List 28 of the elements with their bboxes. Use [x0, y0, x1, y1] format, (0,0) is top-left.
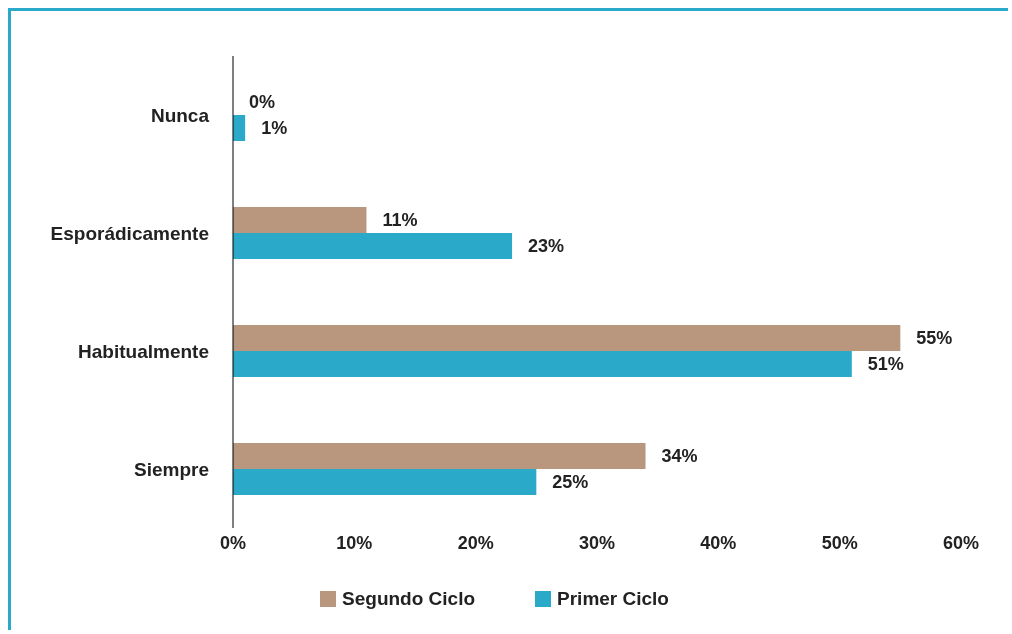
data-label: 23%	[528, 236, 565, 256]
y-tick-label: Siempre	[134, 458, 209, 480]
x-tick-label: 40%	[700, 532, 737, 553]
bar	[233, 351, 852, 377]
data-label: 11%	[382, 210, 418, 230]
x-tick-label: 0%	[219, 532, 247, 553]
y-tick-label: Habitualmente	[78, 340, 209, 362]
data-label: 55%	[916, 328, 953, 348]
x-tick-label: 30%	[578, 532, 616, 553]
bar	[233, 115, 246, 141]
x-tick-label: 50%	[821, 532, 858, 553]
y-tick-label: Nunca	[150, 104, 210, 126]
x-tick-label: 60%	[942, 532, 980, 553]
x-tick-label: 20%	[457, 532, 494, 553]
bar	[233, 233, 513, 259]
data-label: 0%	[249, 92, 276, 112]
x-tick-label: 10%	[336, 532, 373, 553]
bar	[233, 325, 901, 351]
data-label: 51%	[867, 354, 904, 374]
bar	[233, 207, 367, 233]
data-label: 25%	[552, 472, 589, 492]
bar	[233, 443, 646, 469]
bar	[233, 469, 537, 495]
legend-label: Primer Ciclo	[556, 588, 669, 610]
legend-label: Segundo Ciclo	[341, 588, 476, 610]
y-tick-label: Esporádicamente	[50, 222, 209, 244]
data-label: 34%	[661, 446, 698, 466]
data-label: 1%	[261, 118, 288, 138]
